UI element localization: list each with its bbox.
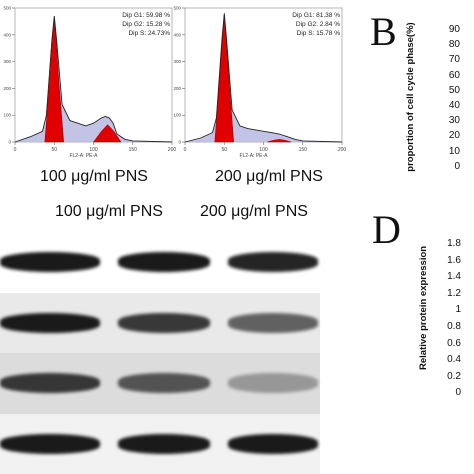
blot-band xyxy=(118,433,210,454)
y-tick-label: 1.4 xyxy=(447,271,461,283)
y-tick-label: 1 xyxy=(455,304,461,316)
x-tick-label: 50 xyxy=(51,147,57,153)
caption-western-200: 200 μg/ml PNS xyxy=(200,203,308,220)
y-tick-label: 30 xyxy=(448,115,460,127)
x-tick-label: 150 xyxy=(129,147,138,153)
y-tick-label: 10 xyxy=(448,145,460,157)
x-tick-label: 50 xyxy=(221,147,227,153)
y-tick-label: 400 xyxy=(3,32,11,37)
y-tick-label: 1.2 xyxy=(447,287,461,299)
y-tick-label: 100 xyxy=(3,113,11,118)
histogram-100-chart: 0 50 100 150 200 0 100 200 300 400 500 FL2-A: PE-A D… xyxy=(3,6,177,160)
g2-peak xyxy=(93,124,122,143)
blot-row xyxy=(0,232,320,293)
y-tick-label: 200 xyxy=(3,86,11,91)
y-tick-label: 200 xyxy=(173,86,181,91)
y-axis-label-d: Relative protein expression xyxy=(418,245,429,370)
x-tick-label: 100 xyxy=(89,147,98,153)
x-tick-label: 200 xyxy=(338,147,347,153)
histogram-outline xyxy=(184,13,343,143)
y-tick-label: 0.8 xyxy=(447,321,461,332)
y-tick-label: 60 xyxy=(448,69,460,81)
blot-row xyxy=(0,413,320,474)
x-tick-label: 0 xyxy=(184,147,187,153)
blot-row xyxy=(0,292,320,353)
y-tick-label: 0.4 xyxy=(447,354,461,366)
blot-band xyxy=(228,252,318,273)
y-tick-label: 500 xyxy=(3,6,11,11)
western-blot-image xyxy=(0,232,320,474)
histogram-200-chart: 0 50 100 150 200 0 100 200 300 400 500 FL2-A: PE-A D… xyxy=(173,6,347,160)
blot-band xyxy=(228,373,318,394)
y-tick-label: 50 xyxy=(448,84,460,96)
y-tick-label: 0.6 xyxy=(447,337,461,349)
blot-band xyxy=(228,433,318,454)
x-tick-label: 100 xyxy=(259,147,268,153)
histogram-outline xyxy=(14,15,173,143)
y-tick-label: 20 xyxy=(448,130,460,142)
blot-band xyxy=(118,373,210,394)
y-tick-label: 300 xyxy=(3,59,11,64)
x-tick-label: 0 xyxy=(14,147,17,153)
x-tick-label: 200 xyxy=(168,147,177,153)
caption-cytometry-100: 100 μg/ml PNS xyxy=(40,168,148,185)
y-tick-label: 70 xyxy=(448,54,460,66)
stat-line: Dip G2: 15.28 % xyxy=(122,21,170,28)
y-tick-label: 300 xyxy=(173,59,181,64)
panel-label-b: B xyxy=(370,9,397,54)
y-tick-label: 0 xyxy=(178,140,181,145)
stat-line: Dip S: 24.73% xyxy=(128,30,170,37)
blot-row xyxy=(0,353,320,414)
y-tick-label: 1.8 xyxy=(447,238,461,249)
stat-line: Dip G1: 81.38 % xyxy=(292,12,340,19)
y-tick-label: 40 xyxy=(448,100,460,111)
blot-band xyxy=(228,312,318,333)
y-tick-label: 80 xyxy=(448,39,460,51)
blot-band xyxy=(0,433,100,454)
y-tick-label: 0 xyxy=(455,387,461,399)
g2-peak xyxy=(267,139,292,143)
y-tick-label: 0 xyxy=(8,140,11,145)
stat-line: Dip G2: 2.84 % xyxy=(296,21,340,28)
x-axis-label: FL2-A: PE-A xyxy=(239,153,268,159)
g1-peak xyxy=(44,15,64,143)
y-tick-label: 400 xyxy=(173,32,181,37)
y-tick-label: 1.6 xyxy=(447,254,461,266)
y-tick-label: 500 xyxy=(173,6,181,11)
y-tick-label: 0 xyxy=(454,160,460,172)
blot-band xyxy=(118,252,210,273)
blot-band xyxy=(0,312,100,333)
y-tick-label: 100 xyxy=(173,113,181,118)
plot-frame xyxy=(14,7,173,143)
x-axis-label: FL2-A: PE-A xyxy=(69,153,98,159)
blot-band xyxy=(118,312,210,333)
caption-cytometry-200: 200 μg/ml PNS xyxy=(215,168,323,185)
y-axis-label-b: proportion of cell cycle phase(%) xyxy=(405,22,416,172)
blot-band xyxy=(0,373,100,394)
stat-line: Dip S: 15.78 % xyxy=(297,30,341,37)
x-tick-label: 150 xyxy=(299,147,308,153)
stat-line: Dip G1: 59.98 % xyxy=(122,12,170,19)
g1-peak xyxy=(214,13,234,143)
plot-frame xyxy=(184,7,343,143)
y-tick-label: 90 xyxy=(448,24,460,35)
y-tick-label: 0.2 xyxy=(447,370,461,382)
panel-label-d: D xyxy=(372,207,401,252)
blot-band xyxy=(0,252,100,273)
caption-western-100: 100 μg/ml PNS xyxy=(55,203,163,220)
